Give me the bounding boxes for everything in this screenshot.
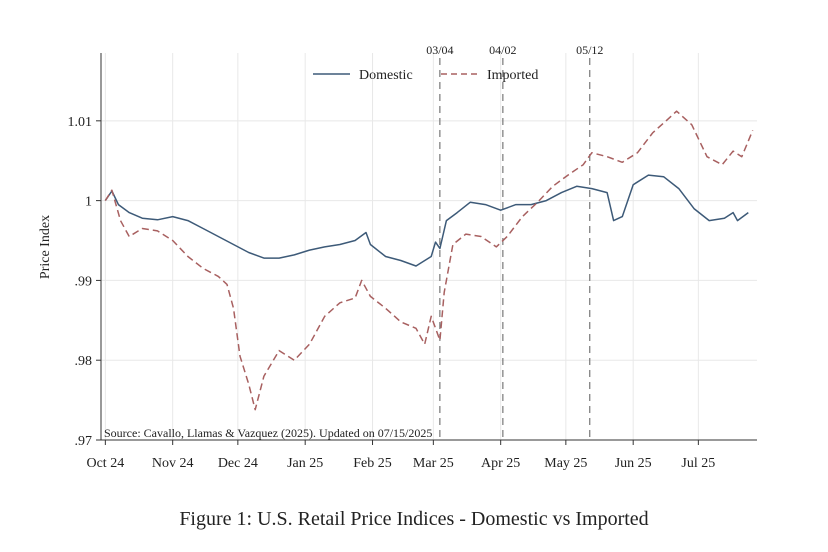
y-tick-label: 1.01 <box>68 115 93 130</box>
event-line-label: 05/12 <box>576 43 603 57</box>
event-line-label: 03/04 <box>426 43 453 57</box>
x-tick-label: Oct 24 <box>86 456 124 471</box>
legend-label-domestic: Domestic <box>359 68 413 83</box>
x-tick-label: Dec 24 <box>218 456 258 471</box>
axes <box>100 53 757 441</box>
y-tick-label: .97 <box>75 434 93 449</box>
grid-lines <box>101 53 757 441</box>
x-ticks: Oct 24 Nov 24 Dec 24 Jan 25 Feb 25 Mar 25 Apr … <box>86 440 715 471</box>
domestic-series-line <box>104 174 749 267</box>
line-chart: 03/04 04/02 05/12 .97 .98 .99 1 1.01 Oct 24 Nov… <box>38 43 757 471</box>
x-tick-label: Jan 25 <box>287 456 323 471</box>
y-axis-title: Price Index <box>38 215 53 279</box>
y-tick-label: .99 <box>75 274 93 289</box>
x-tick-label: Feb 25 <box>353 456 392 471</box>
y-tick-label: .98 <box>75 354 93 369</box>
x-tick-label: Jul 25 <box>681 456 715 471</box>
source-note: Source: Cavallo, Llamas & Vazquez (2025)… <box>104 426 432 440</box>
event-line-label: 04/02 <box>489 43 516 57</box>
y-tick-label: 1 <box>85 195 92 210</box>
series-lines <box>104 110 754 411</box>
x-tick-label: May 25 <box>544 456 587 471</box>
x-tick-label: Nov 24 <box>152 456 194 471</box>
y-ticks: .97 .98 .99 1 1.01 <box>68 115 101 449</box>
event-lines: 03/04 04/02 05/12 <box>426 43 603 440</box>
legend: Domestic Imported <box>313 68 538 83</box>
figure-caption: Figure 1: U.S. Retail Price Indices - Do… <box>179 508 649 530</box>
x-tick-label: Mar 25 <box>413 456 454 471</box>
x-tick-label: Apr 25 <box>481 456 520 471</box>
legend-label-imported: Imported <box>487 68 538 83</box>
x-tick-label: Jun 25 <box>615 456 652 471</box>
imported-series-line <box>104 110 754 411</box>
